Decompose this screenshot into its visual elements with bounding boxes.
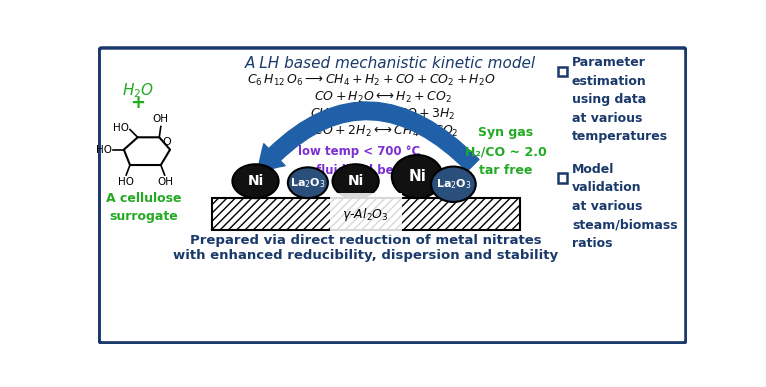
- Text: $2CO+2H_2 \longleftrightarrow CH_4+CO_2$: $2CO+2H_2 \longleftrightarrow CH_4+CO_2$: [306, 124, 459, 139]
- Text: Ni: Ni: [408, 169, 426, 184]
- Text: Syn gas
H₂/CO ~ 2.0
tar free: Syn gas H₂/CO ~ 2.0 tar free: [465, 127, 547, 177]
- Text: La$_2$O$_3$: La$_2$O$_3$: [436, 177, 471, 191]
- Text: $H_2O$: $H_2O$: [122, 81, 154, 100]
- Text: Model
validation
at various
steam/biomass
ratios: Model validation at various steam/biomas…: [572, 163, 678, 250]
- Bar: [558, 173, 568, 183]
- Text: +: +: [130, 94, 146, 112]
- FancyBboxPatch shape: [100, 48, 686, 343]
- Ellipse shape: [332, 164, 378, 198]
- Ellipse shape: [288, 167, 328, 198]
- Ellipse shape: [431, 166, 476, 202]
- FancyArrowPatch shape: [257, 102, 479, 173]
- Text: Prepared via direct reduction of metal nitrates: Prepared via direct reduction of metal n…: [190, 234, 542, 247]
- Text: Ni: Ni: [348, 174, 364, 188]
- Text: $\gamma$-Al$_2$O$_3$: $\gamma$-Al$_2$O$_3$: [342, 206, 389, 223]
- Text: $CO+H_2O \longleftrightarrow H_2+CO_2$: $CO+H_2O \longleftrightarrow H_2+CO_2$: [314, 90, 451, 105]
- Text: O: O: [162, 137, 172, 147]
- Bar: [211, 198, 519, 231]
- Text: HO: HO: [113, 123, 129, 133]
- Text: $C_6\,H_{12}\,O_6 \longrightarrow CH_4+H_2+CO+CO_2+H_2O$: $C_6\,H_{12}\,O_6 \longrightarrow CH_4+H…: [247, 74, 496, 89]
- Ellipse shape: [232, 164, 279, 198]
- Text: OH: OH: [152, 114, 169, 124]
- Text: HO: HO: [118, 177, 134, 187]
- Bar: [558, 67, 568, 77]
- Text: La$_2$O$_3$: La$_2$O$_3$: [290, 176, 326, 190]
- Text: $CH_4+H_2O \longleftrightarrow CO+3H_2$: $CH_4+H_2O \longleftrightarrow CO+3H_2$: [310, 107, 455, 122]
- Text: A LH based mechanistic kinetic model: A LH based mechanistic kinetic model: [244, 57, 536, 72]
- Text: with enhanced reducibility, dispersion and stability: with enhanced reducibility, dispersion a…: [173, 249, 558, 262]
- Text: HO: HO: [97, 145, 113, 155]
- Text: A cellulose
surrogate: A cellulose surrogate: [106, 192, 182, 223]
- Ellipse shape: [391, 155, 443, 198]
- Text: Ni: Ni: [247, 174, 264, 188]
- Text: OH: OH: [158, 177, 173, 187]
- Text: low temp < 700 °C
fluidized bed: low temp < 700 °C fluidized bed: [298, 145, 421, 177]
- Text: Parameter
estimation
using data
at various
temperatures: Parameter estimation using data at vario…: [572, 57, 668, 144]
